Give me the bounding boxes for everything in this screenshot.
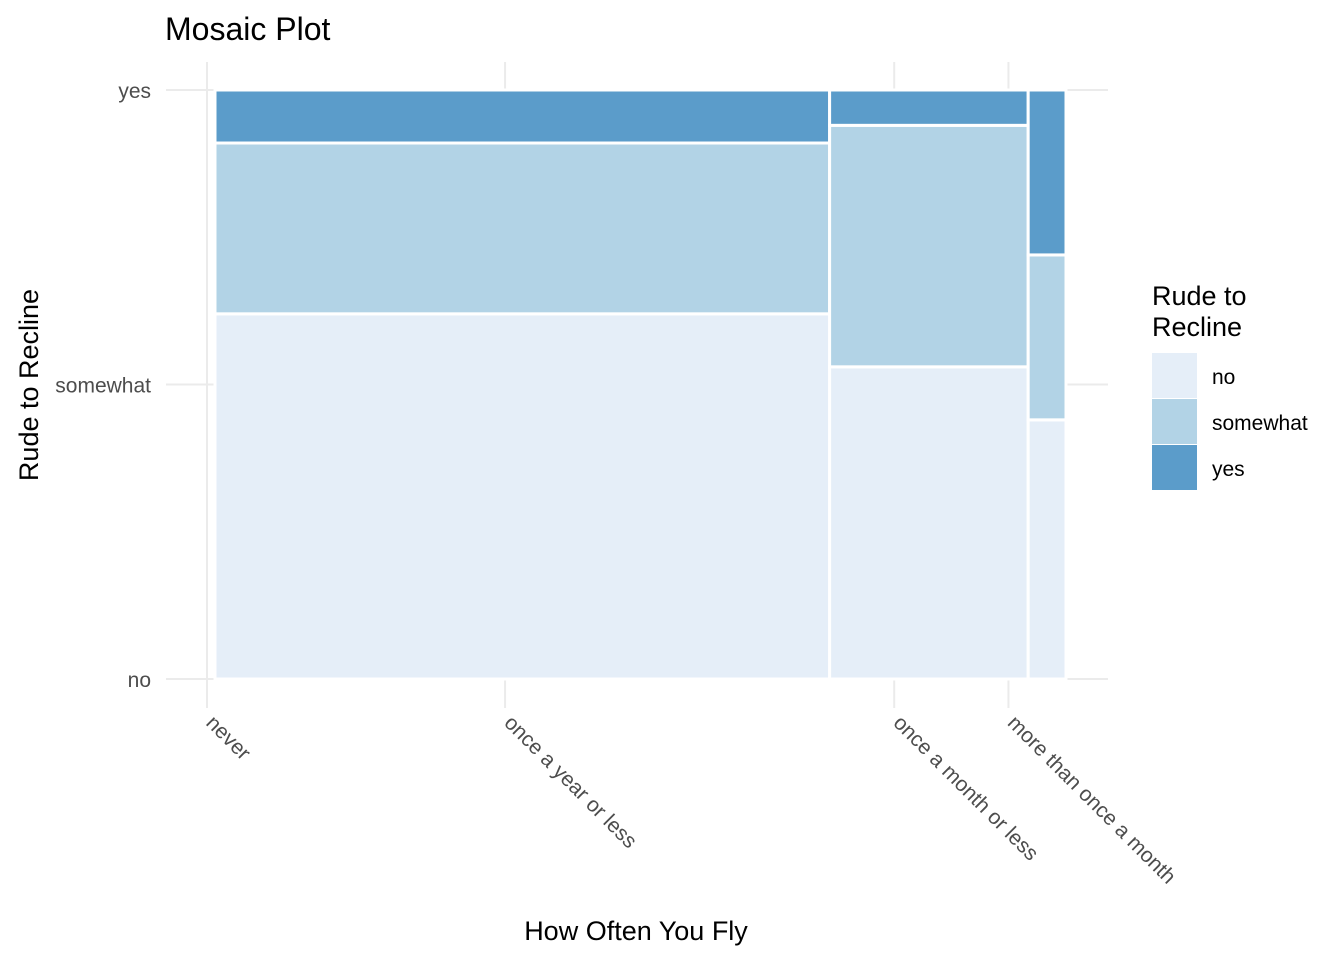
mosaic-tile-yes <box>1026 88 1068 257</box>
y-tick-label: no <box>128 669 151 692</box>
legend-label-yes: yes <box>1212 458 1245 481</box>
legend-title-line-2: Recline <box>1152 312 1242 342</box>
mosaic-tile-no <box>1026 418 1068 681</box>
mosaic-tile-yes <box>213 88 832 145</box>
x-axis-title: How Often You Fly <box>524 916 748 946</box>
mosaic-tile-no <box>213 312 832 681</box>
legend-key-somewhat <box>1152 399 1197 444</box>
tile-layer <box>213 88 1068 681</box>
mosaic-tile-somewhat <box>1026 253 1068 422</box>
chart-title: Mosaic Plot <box>165 11 331 47</box>
x-tick-label: once a year or less <box>500 711 642 853</box>
legend-key-yes <box>1152 445 1197 490</box>
mosaic-tile-somewhat <box>828 123 1030 369</box>
mosaic-tile-no <box>828 365 1030 681</box>
legend-title-line-1: Rude to <box>1152 281 1247 311</box>
x-tick-label: never <box>201 711 254 764</box>
legend-label-somewhat: somewhat <box>1212 412 1308 435</box>
y-tick-label: yes <box>118 80 151 103</box>
legend: Rude to Recline no somewhat yes <box>1152 281 1308 490</box>
y-axis-title: Rude to Recline <box>14 289 44 481</box>
legend-key-no <box>1152 353 1197 398</box>
legend-label-no: no <box>1212 366 1235 389</box>
mosaic-tile-yes <box>828 88 1030 127</box>
y-tick-label: somewhat <box>55 375 151 398</box>
mosaic-tile-somewhat <box>213 141 832 316</box>
